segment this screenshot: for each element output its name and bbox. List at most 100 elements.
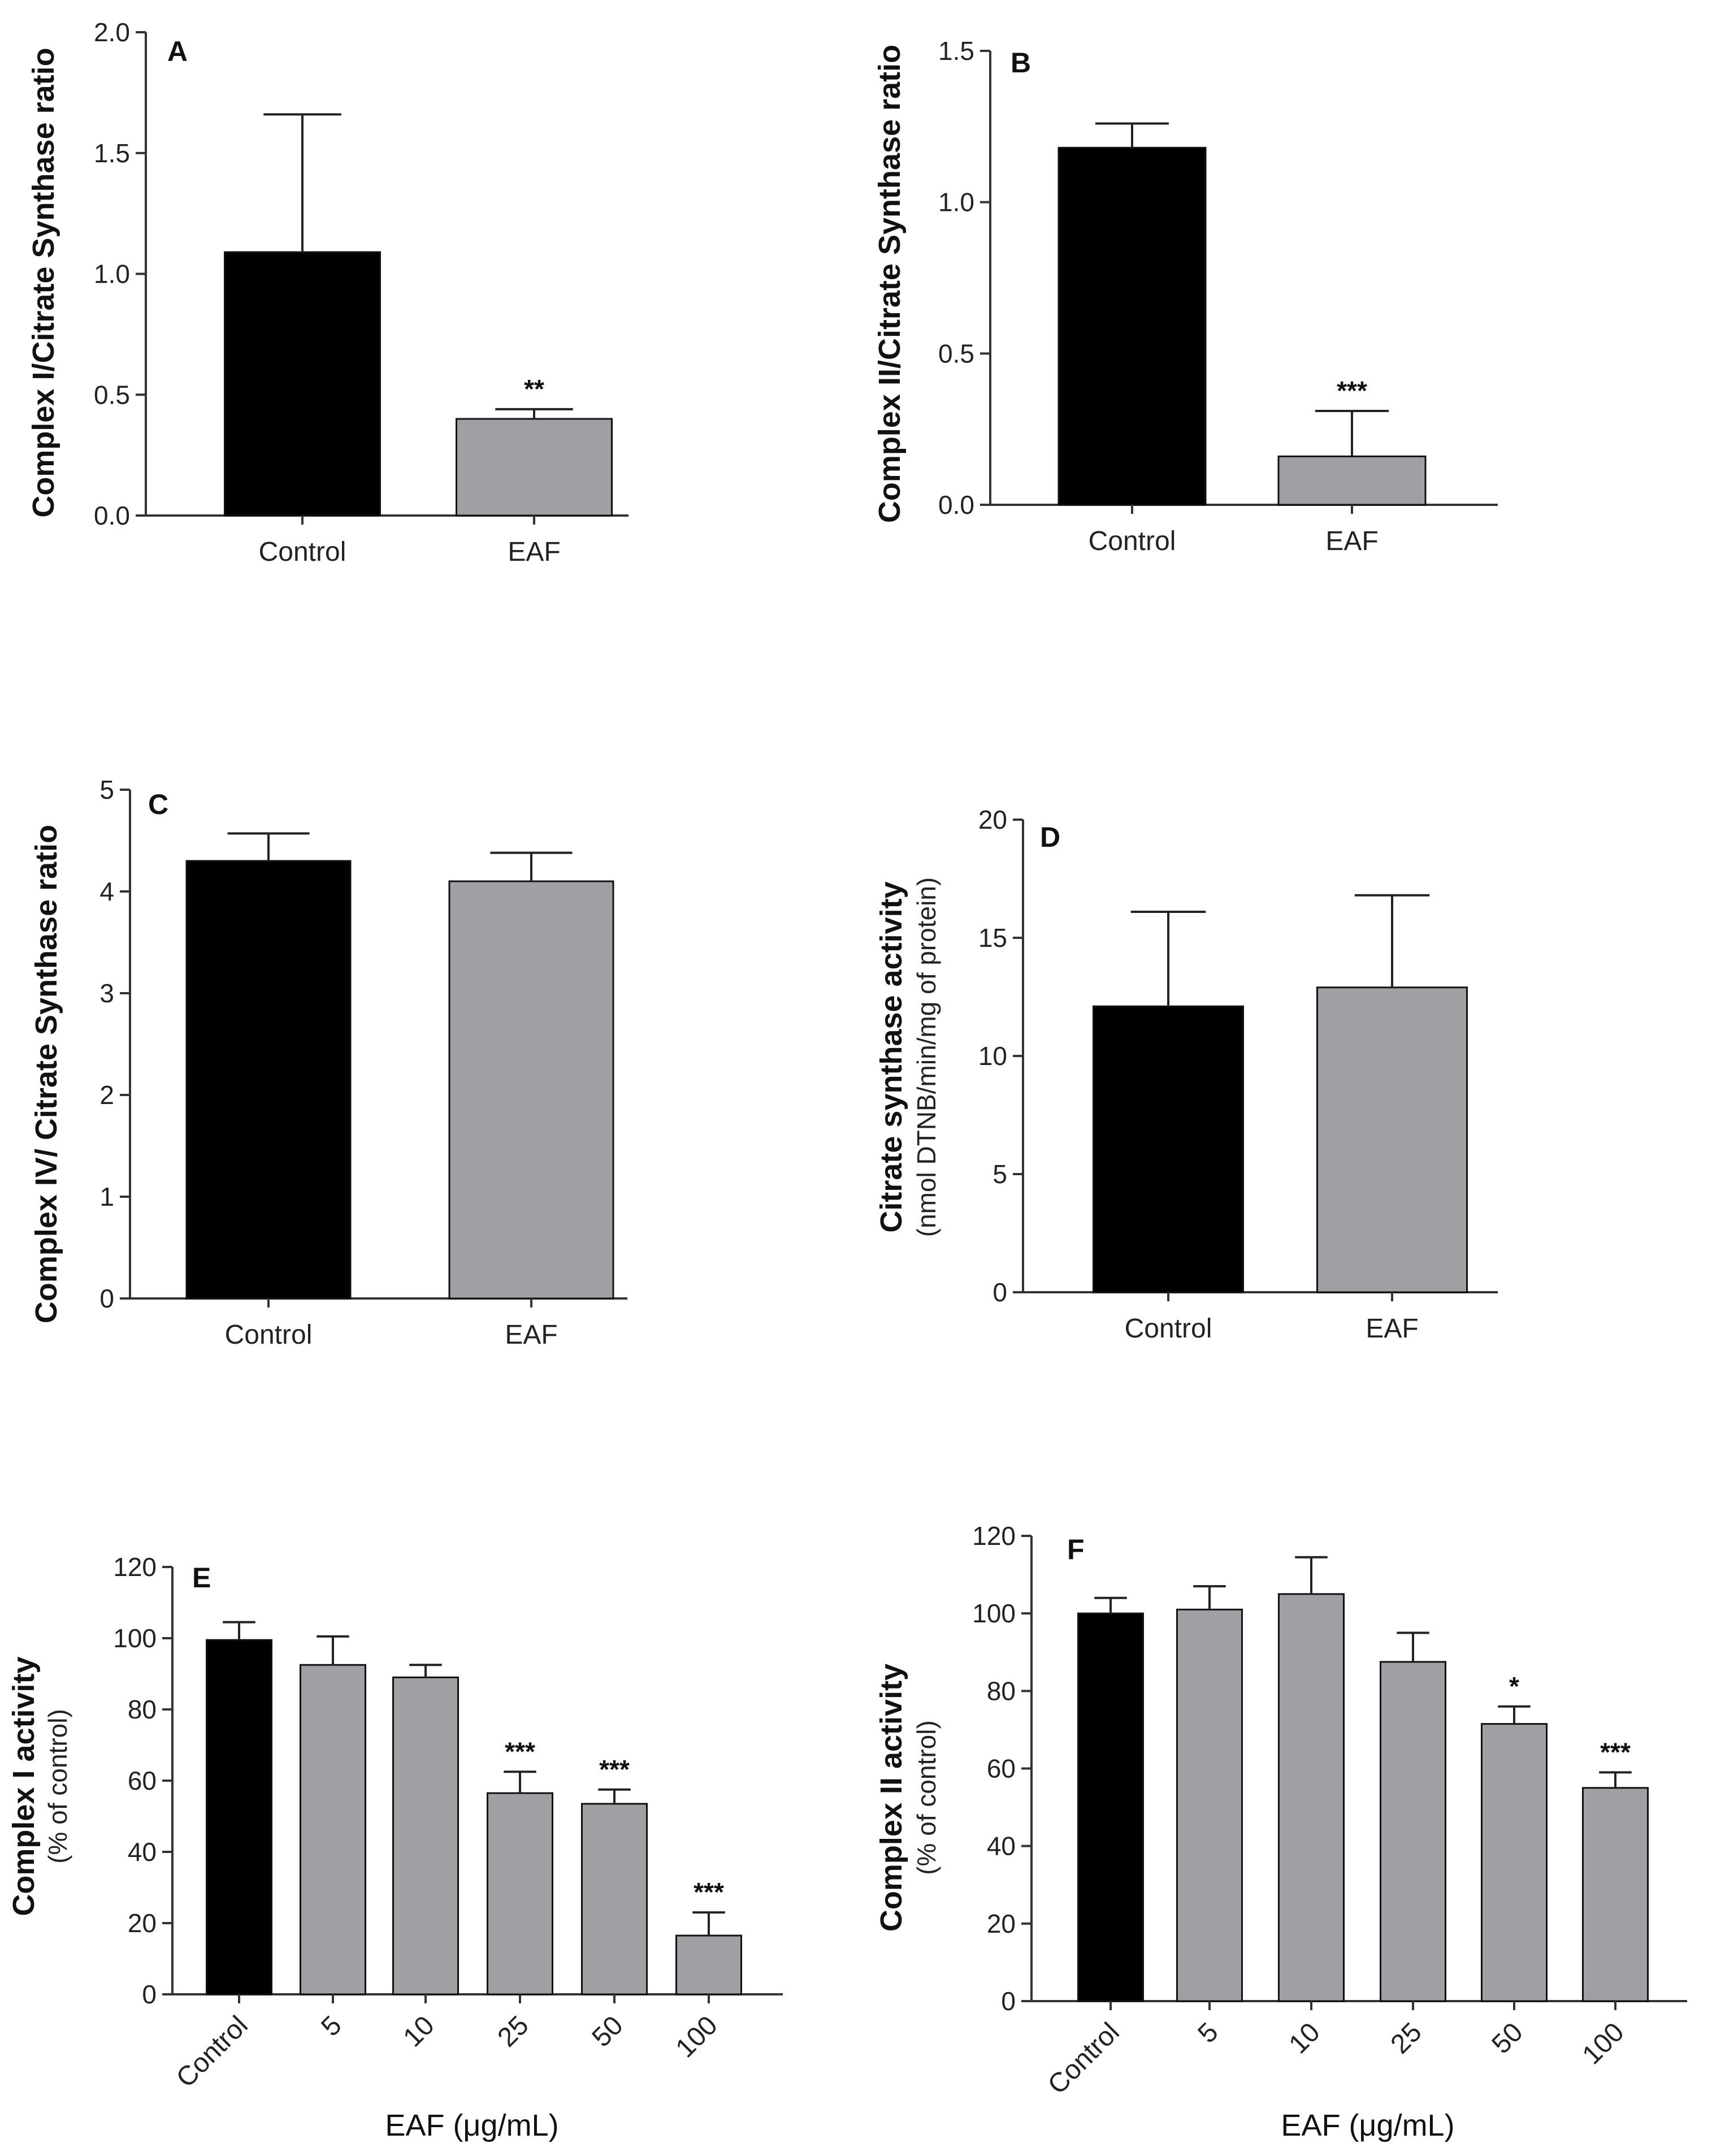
panel-b-significance-eaf: *** bbox=[1337, 376, 1367, 405]
panel-e-x-tick-label-10: 10 bbox=[398, 2010, 440, 2053]
panel-b-letter: B bbox=[1011, 47, 1031, 79]
panel-a-bar-control bbox=[224, 251, 381, 517]
panel-d-bar-control bbox=[1093, 1005, 1244, 1293]
panel-e-marks: 0 20 40 60 80 100 120 Control 5 10 *** 25 *** 50 *** 10… bbox=[113, 1552, 783, 2093]
panel-a-letter: A bbox=[167, 36, 188, 67]
panel-e-y-tick-label: 100 bbox=[113, 1624, 157, 1653]
panel-b-bar-control bbox=[1057, 146, 1207, 506]
panel-a-marks: 0.0 0.5 1.0 1.5 2.0 Control ** EAF bbox=[94, 18, 629, 567]
panel-b-y-tick-label: 0.5 bbox=[938, 339, 974, 368]
panel-b-y-tick-label: 0.0 bbox=[938, 490, 974, 519]
panel-d-x-tick-label-eaf: EAF bbox=[1366, 1314, 1418, 1344]
panel-a-x-tick-label-eaf: EAF bbox=[508, 537, 560, 567]
panel-f-y-tick-label: 80 bbox=[987, 1676, 1016, 1705]
panel-c-y-axis-label: Complex IV/ Citrate Synthase ratio bbox=[29, 825, 63, 1323]
panel-b-y-tick-label: 1.5 bbox=[938, 36, 974, 66]
panel-a-y-tick-label: 0.5 bbox=[94, 380, 130, 409]
chart-panel-f: F Complex II activity (% of control) EAF… bbox=[874, 1521, 1687, 2142]
panel-e-bar-100 bbox=[675, 1934, 742, 1995]
panel-d-y-axis-sublabel: (nmol DTNB/min/mg of protein) bbox=[912, 877, 941, 1237]
panel-e-y-tick-label: 60 bbox=[128, 1766, 157, 1795]
chart-panel-b: B Complex II/Citrate Synthase ratio 0.00… bbox=[873, 36, 1498, 556]
panel-f-x-tick-label-control: Control bbox=[1042, 2017, 1125, 2100]
panel-f-y-tick-label: 60 bbox=[987, 1754, 1016, 1783]
panel-c-y-tick-label: 2 bbox=[99, 1080, 114, 1110]
panel-f-x-tick-label-5: 5 bbox=[1192, 2017, 1224, 2049]
chart-panel-c: C Complex IV/ Citrate Synthase ratio 0 1 2… bbox=[29, 775, 627, 1350]
panel-b-x-tick-label-control: Control bbox=[1089, 526, 1176, 556]
panel-b-marks: 0.0 0.5 1.0 1.5 Control *** EAF bbox=[938, 36, 1498, 556]
panel-e-bar-10 bbox=[392, 1676, 459, 1995]
panel-a-x-tick-label-control: Control bbox=[259, 537, 346, 567]
panel-d-y-axis-label: Citrate synthase activity bbox=[874, 881, 908, 1232]
panel-a-y-axis-label: Complex I/Citrate Synthase ratio bbox=[27, 47, 60, 517]
panel-a-bar-eaf bbox=[456, 418, 613, 517]
panel-e-x-tick-label-5: 5 bbox=[315, 2010, 347, 2042]
panel-e-significance-25: *** bbox=[505, 1737, 535, 1766]
panel-d-y-tick-label: 0 bbox=[992, 1278, 1007, 1307]
panel-e-x-tick-label-100: 100 bbox=[670, 2010, 723, 2063]
panel-a-y-tick-label: 0.0 bbox=[94, 501, 130, 530]
panel-a-y-tick-label: 1.0 bbox=[94, 259, 130, 289]
panel-d-y-tick-label: 15 bbox=[978, 923, 1007, 953]
panel-c-marks: 0 1 2 3 4 5 Control EAF bbox=[99, 775, 627, 1350]
panel-b-x-tick-label-eaf: EAF bbox=[1325, 526, 1378, 556]
panel-f-x-tick-label-100: 100 bbox=[1577, 2017, 1630, 2070]
panel-d-x-tick-label-control: Control bbox=[1125, 1314, 1212, 1344]
panel-f-y-axis-sublabel: (% of control) bbox=[912, 1720, 941, 1875]
panel-c-x-tick-label-control: Control bbox=[225, 1320, 313, 1350]
panel-e-y-tick-label: 40 bbox=[128, 1837, 157, 1867]
panel-f-y-tick-label: 40 bbox=[987, 1832, 1016, 1861]
panel-e-x-axis-label: EAF (μg/mL) bbox=[385, 2109, 558, 2142]
panel-f-bar-control bbox=[1077, 1612, 1144, 2002]
chart-panel-a: A Complex I/Citrate Synthase ratio 0.00.… bbox=[27, 18, 629, 567]
panel-d-y-tick-label: 10 bbox=[978, 1041, 1007, 1071]
panel-d-marks: 0 5 10 15 20 Control EAF bbox=[978, 805, 1498, 1344]
panel-c-y-tick-label: 5 bbox=[99, 775, 114, 804]
panel-f-letter: F bbox=[1067, 1534, 1085, 1565]
panel-e-bar-control bbox=[206, 1639, 272, 1995]
panel-d-letter: D bbox=[1040, 821, 1060, 853]
panel-c-bar-control bbox=[185, 860, 352, 1300]
panel-f-bar-10 bbox=[1278, 1593, 1345, 2002]
panel-a-significance-eaf: ** bbox=[524, 374, 544, 404]
panel-f-y-tick-label: 0 bbox=[1001, 1986, 1016, 2016]
panel-f-x-tick-label-10: 10 bbox=[1284, 2017, 1326, 2059]
panel-c-y-tick-label: 1 bbox=[99, 1182, 114, 1211]
panel-a-y-tick-label: 1.5 bbox=[94, 138, 130, 168]
panel-e-y-axis-label: Complex I activity bbox=[7, 1656, 41, 1916]
panel-f-y-axis-label: Complex II activity bbox=[874, 1664, 908, 1932]
panel-e-letter: E bbox=[192, 1562, 211, 1594]
panel-f-bar-25 bbox=[1380, 1661, 1446, 2002]
panel-e-y-tick-label: 20 bbox=[128, 1908, 157, 1938]
panel-c-y-tick-label: 4 bbox=[99, 877, 114, 906]
chart-panel-d: D Citrate synthase activity (nmol DTNB/m… bbox=[874, 805, 1498, 1344]
panel-c-y-tick-label: 0 bbox=[99, 1284, 114, 1313]
panel-c-bar-eaf bbox=[448, 880, 614, 1300]
panel-e-y-tick-label: 120 bbox=[113, 1552, 157, 1582]
panel-f-significance-50: * bbox=[1509, 1672, 1519, 1701]
panel-e-bar-50 bbox=[581, 1803, 648, 1995]
panel-c-x-tick-label-eaf: EAF bbox=[505, 1320, 557, 1350]
chart-panel-e: E Complex I activity (% of control) EAF … bbox=[7, 1552, 783, 2142]
panel-e-x-tick-label-25: 25 bbox=[492, 2010, 535, 2053]
panel-f-marks: 0 20 40 60 80 100 120 Control 5 10 25 * 50 *** 100 bbox=[972, 1521, 1687, 2100]
panel-e-y-axis-sublabel: (% of control) bbox=[43, 1709, 72, 1864]
panel-c-letter: C bbox=[148, 789, 168, 820]
panel-b-y-tick-label: 1.0 bbox=[938, 188, 974, 217]
panel-e-x-tick-label-control: Control bbox=[171, 2010, 254, 2093]
panel-e-y-tick-label: 0 bbox=[142, 1980, 157, 2009]
panel-d-y-tick-label: 5 bbox=[992, 1159, 1007, 1189]
panel-e-bar-25 bbox=[487, 1792, 553, 1995]
panel-a-y-tick-label: 2.0 bbox=[94, 18, 130, 47]
panel-f-x-axis-label: EAF (μg/mL) bbox=[1281, 2109, 1454, 2142]
panel-f-bar-50 bbox=[1481, 1723, 1548, 2002]
panel-f-y-tick-label: 100 bbox=[972, 1599, 1016, 1628]
panel-f-x-tick-label-50: 50 bbox=[1486, 2017, 1529, 2059]
panel-b-y-axis-label: Complex II/Citrate Synthase ratio bbox=[873, 45, 907, 523]
panel-f-significance-100: *** bbox=[1600, 1737, 1631, 1767]
panel-f-x-tick-label-25: 25 bbox=[1385, 2017, 1428, 2059]
panel-e-x-tick-label-50: 50 bbox=[587, 2010, 629, 2053]
panel-d-y-tick-label: 20 bbox=[978, 805, 1007, 834]
